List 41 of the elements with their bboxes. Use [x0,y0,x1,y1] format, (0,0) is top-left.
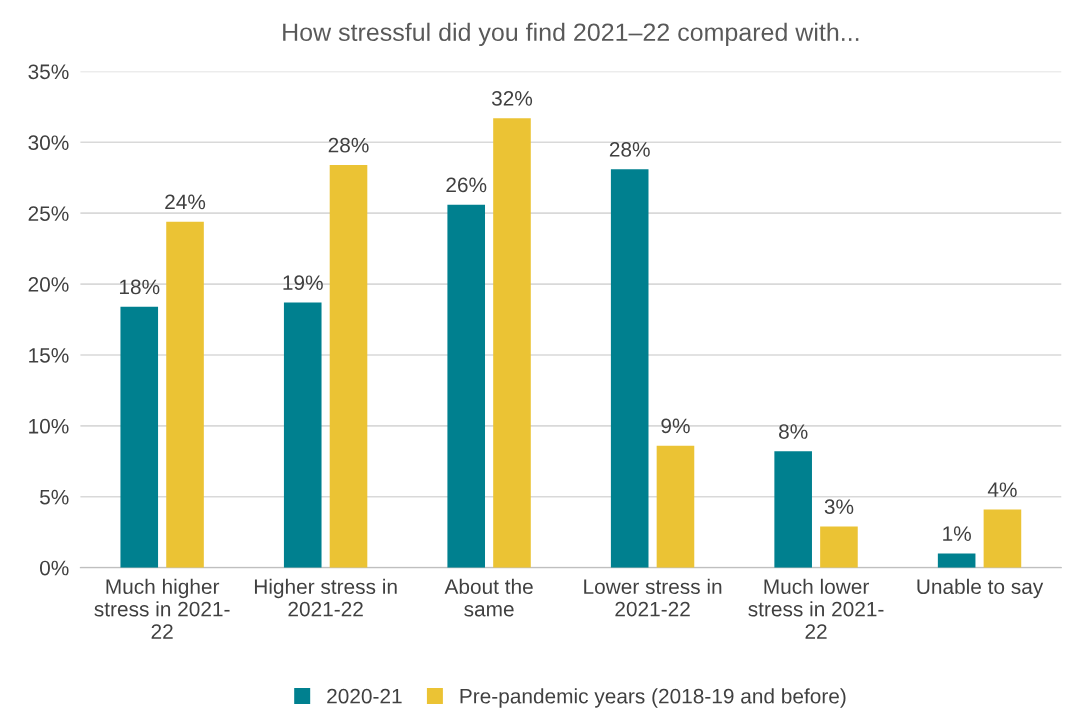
y-tick-label: 30% [28,135,69,151]
data-label: 9% [661,418,690,434]
chart-title: How stressful did you find 2021–22 compared with... [283,22,859,47]
data-label: 18% [119,279,160,295]
y-tick-label: 5% [40,489,69,505]
y-tick-label: 35% [28,64,69,80]
bar [774,451,812,568]
data-label: 24% [165,194,206,210]
bar [447,204,486,568]
y-tick-label: 20% [28,277,69,292]
x-tick-label: Much higher stress in 2021- 22 [94,578,230,639]
data-label: 4% [987,482,1017,497]
x-tick-label: Unable to say [917,578,1044,599]
bar [329,164,368,568]
y-tick-label: 10% [29,418,69,434]
legend-label: Pre-pandemic years (2018-19 and before) [460,688,846,708]
data-label: 19% [283,275,323,291]
data-label: 28% [609,142,650,157]
data-label: 1% [943,526,971,541]
bar [937,553,976,568]
bar [610,169,649,568]
x-tick-label: Lower stress in 2021-22 [584,578,722,617]
bar [166,221,204,568]
x-tick-label: Higher stress in 2021-22 [254,578,397,617]
data-label: 28% [328,137,369,153]
data-label: 26% [446,177,487,193]
bar [820,526,858,568]
bar [656,445,695,568]
y-tick-label: 0% [39,560,69,576]
bar [983,509,1022,568]
data-label: 3% [824,499,854,515]
x-tick-label: About the same [444,578,533,617]
y-tick-label: 15% [29,348,69,363]
bar [120,306,159,568]
bar [283,302,322,568]
x-tick-label: Much lower stress in 2021- 22 [748,578,884,639]
data-label: 8% [779,424,808,439]
bar [493,118,531,568]
data-label: 32% [491,90,533,106]
y-tick-label: 25% [28,206,69,221]
legend-label: 2020-21 [327,688,402,704]
